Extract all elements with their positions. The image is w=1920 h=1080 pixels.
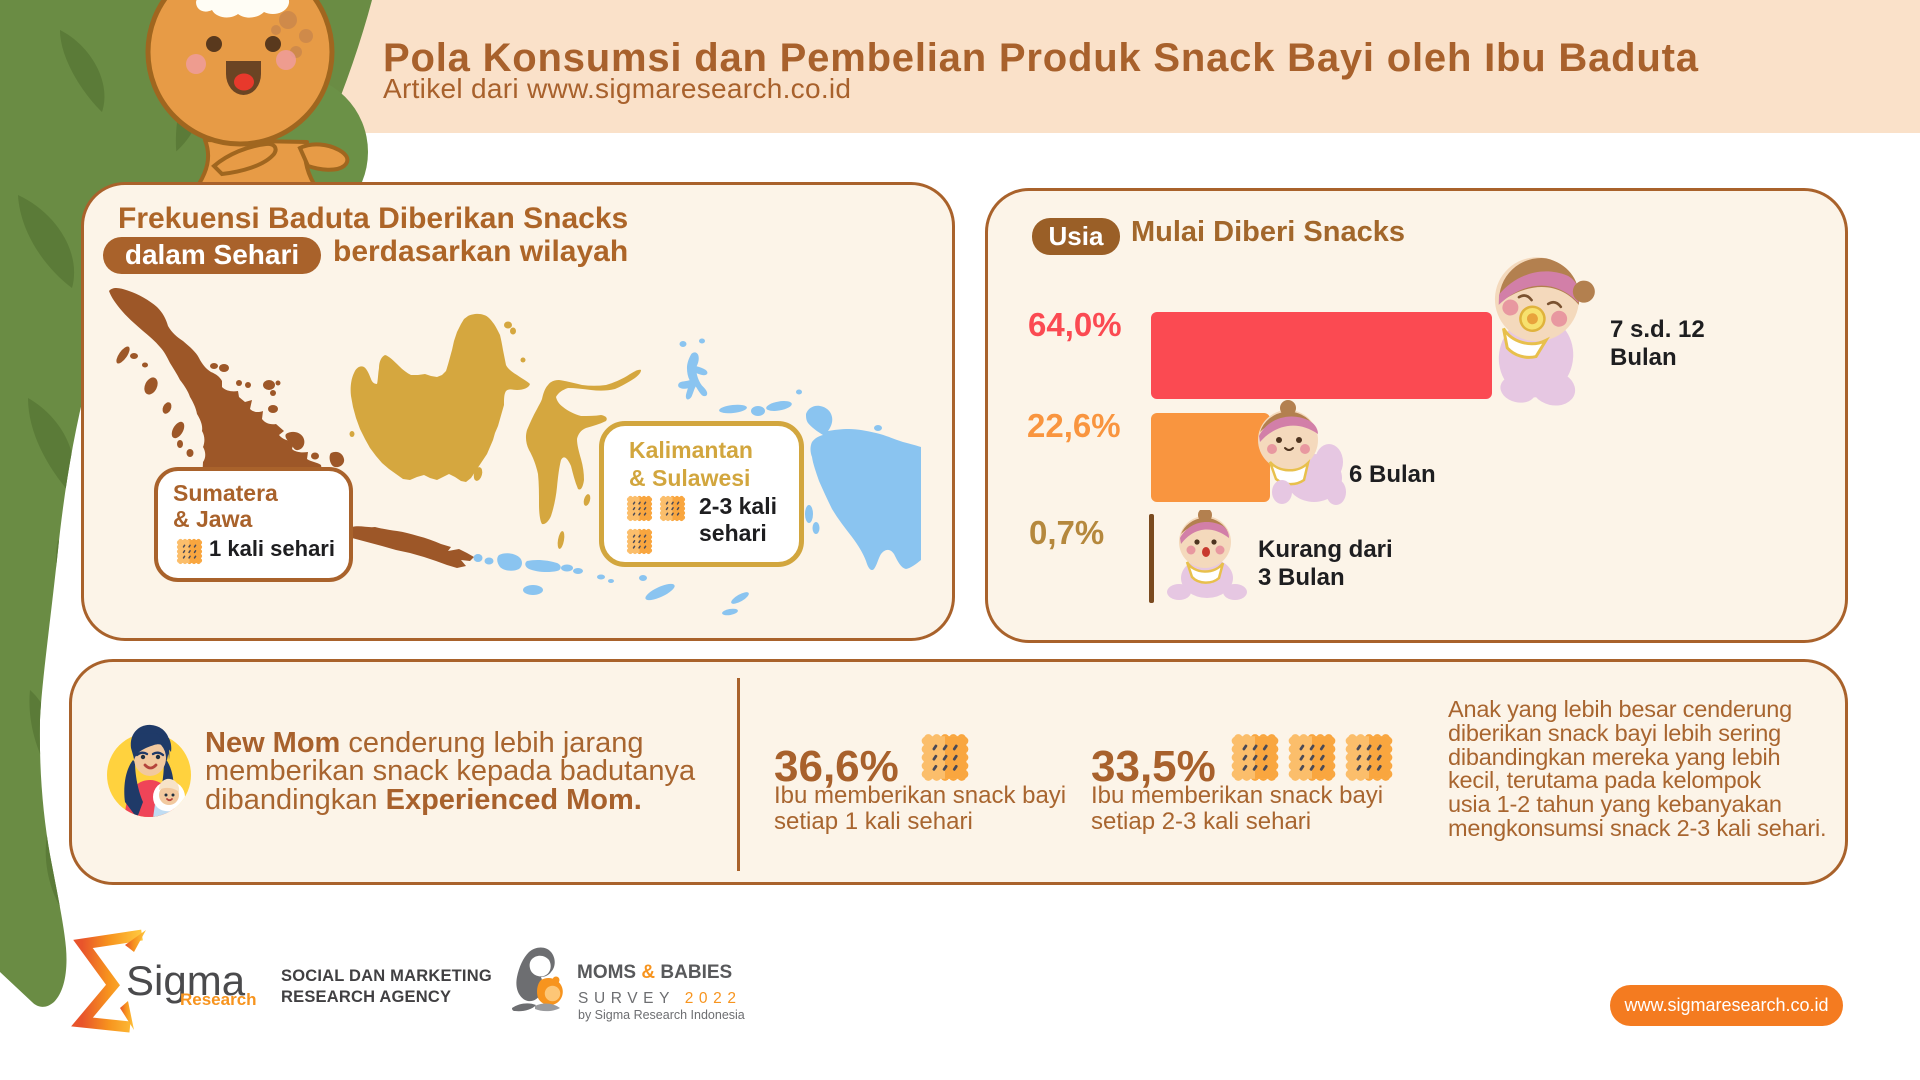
svg-text:by Sigma Research Indonesia: by Sigma Research Indonesia	[578, 1008, 745, 1022]
svg-text:MOMS & BABIES: MOMS & BABIES	[577, 962, 732, 983]
svg-text:Sigma: Sigma	[126, 957, 246, 1004]
svg-text:SURVEY 2022: SURVEY 2022	[578, 990, 742, 1007]
svg-text:Research: Research	[180, 990, 257, 1009]
